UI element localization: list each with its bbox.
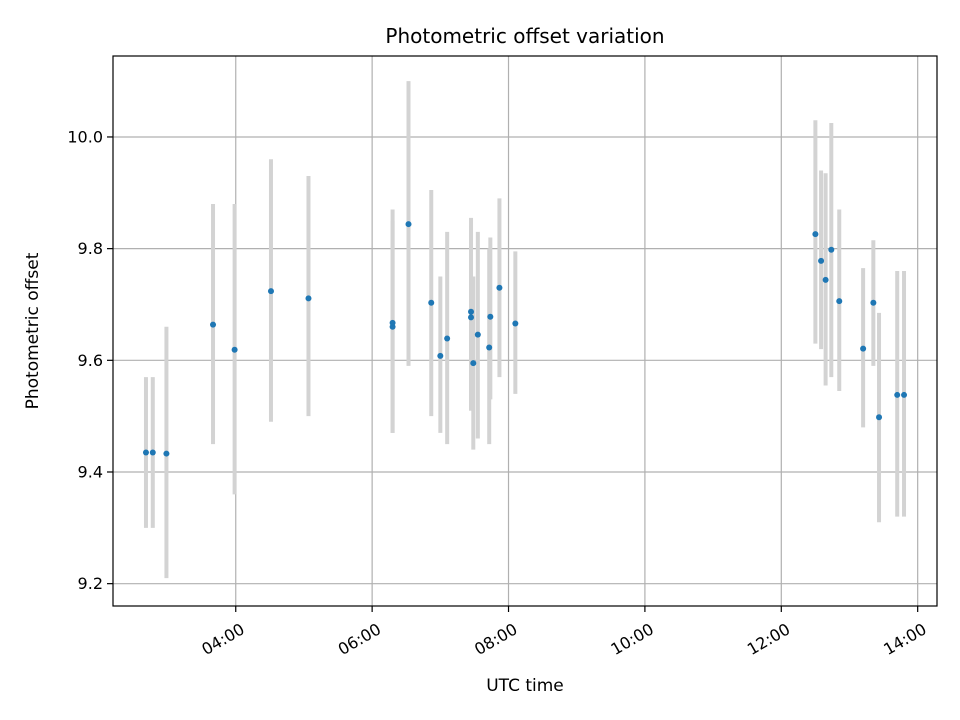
- grid-lines: [113, 56, 937, 606]
- data-point: [405, 221, 412, 228]
- data-point: [437, 352, 444, 359]
- data-point: [163, 450, 170, 457]
- data-point: [142, 449, 149, 456]
- data-point: [828, 246, 835, 253]
- data-point: [836, 298, 843, 305]
- data-points: [142, 221, 908, 457]
- data-point: [496, 284, 503, 291]
- plot-area-background: [113, 56, 937, 606]
- data-point: [149, 449, 156, 456]
- data-point: [486, 344, 493, 351]
- y-tick-label: 9.4: [78, 462, 103, 481]
- x-axis-label: UTC time: [486, 676, 564, 696]
- data-point: [267, 288, 274, 295]
- data-point: [389, 319, 396, 326]
- data-point: [512, 320, 519, 327]
- data-point: [444, 335, 451, 342]
- y-tick-label: 10.0: [67, 127, 103, 146]
- data-point: [474, 331, 481, 338]
- data-point: [894, 391, 901, 398]
- data-point: [231, 346, 238, 353]
- data-point: [428, 299, 435, 306]
- y-axis-ticks: 9.2 9.4 9.6 9.8 10.0: [67, 127, 113, 593]
- chart-title: Photometric offset variation: [385, 24, 664, 48]
- y-axis-label: Photometric offset: [23, 252, 43, 409]
- plot-frame: [112, 55, 938, 607]
- data-point: [818, 257, 825, 264]
- data-point: [210, 321, 217, 328]
- data-point: [812, 231, 819, 238]
- data-point: [305, 295, 312, 302]
- data-point: [487, 313, 494, 320]
- data-point: [468, 308, 475, 315]
- data-point: [468, 314, 475, 321]
- data-point: [860, 345, 867, 352]
- y-tick-label: 9.2: [78, 574, 103, 593]
- y-tick-label: 9.8: [78, 239, 103, 258]
- data-point: [870, 299, 877, 306]
- y-tick-label: 9.6: [78, 351, 103, 370]
- data-point: [901, 391, 908, 398]
- data-point: [822, 276, 829, 283]
- data-point: [876, 414, 883, 421]
- data-point: [470, 360, 477, 367]
